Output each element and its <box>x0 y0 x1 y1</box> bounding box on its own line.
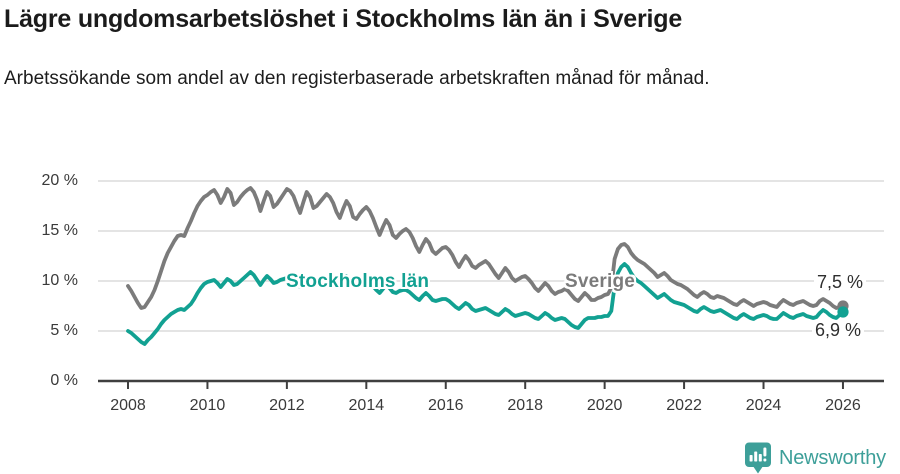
series-line-stockholms-l-n <box>126 262 845 346</box>
x-tick-label: 2016 <box>427 397 464 414</box>
series-label-stockholms-lan: Stockholms län <box>286 271 430 292</box>
x-tick-label: 2018 <box>507 397 543 414</box>
y-tick-label: 15 % <box>41 222 78 239</box>
page-title: Lägre ungdomsarbetslöshet i Stockholms l… <box>4 5 683 33</box>
x-tick-label: 2012 <box>269 397 305 414</box>
x-tick-label: 2010 <box>189 397 226 414</box>
x-tick-label: 2022 <box>666 397 702 414</box>
y-tick-label: 5 % <box>50 322 78 339</box>
newsworthy-wordmark: Newsworthy <box>779 447 886 469</box>
y-tick-label: 20 % <box>41 172 78 189</box>
newsworthy-pin-barchart-icon <box>744 442 772 474</box>
series-line-sverige <box>126 186 845 310</box>
x-tick-label: 2008 <box>110 397 146 414</box>
y-tick-label: 10 % <box>41 272 78 289</box>
y-tick-label: 0 % <box>50 372 78 389</box>
x-tick-label: 2020 <box>586 397 623 414</box>
x-tick-label: 2026 <box>825 397 861 414</box>
series-label-sverige: Sverige <box>565 271 636 292</box>
chart-subtitle: Arbetssökande som andel av den registerb… <box>4 68 710 89</box>
end-value-label-stockholms-lan: 6,9 % <box>812 320 865 340</box>
x-tick-label: 2024 <box>745 397 782 414</box>
series-end-dot-stockholms-l-n <box>837 306 849 318</box>
x-tick-label: 2014 <box>348 397 385 414</box>
end-value-label-sverige: 7,5 % <box>814 272 867 292</box>
newsworthy-logo[interactable]: Newsworthy <box>744 442 886 474</box>
